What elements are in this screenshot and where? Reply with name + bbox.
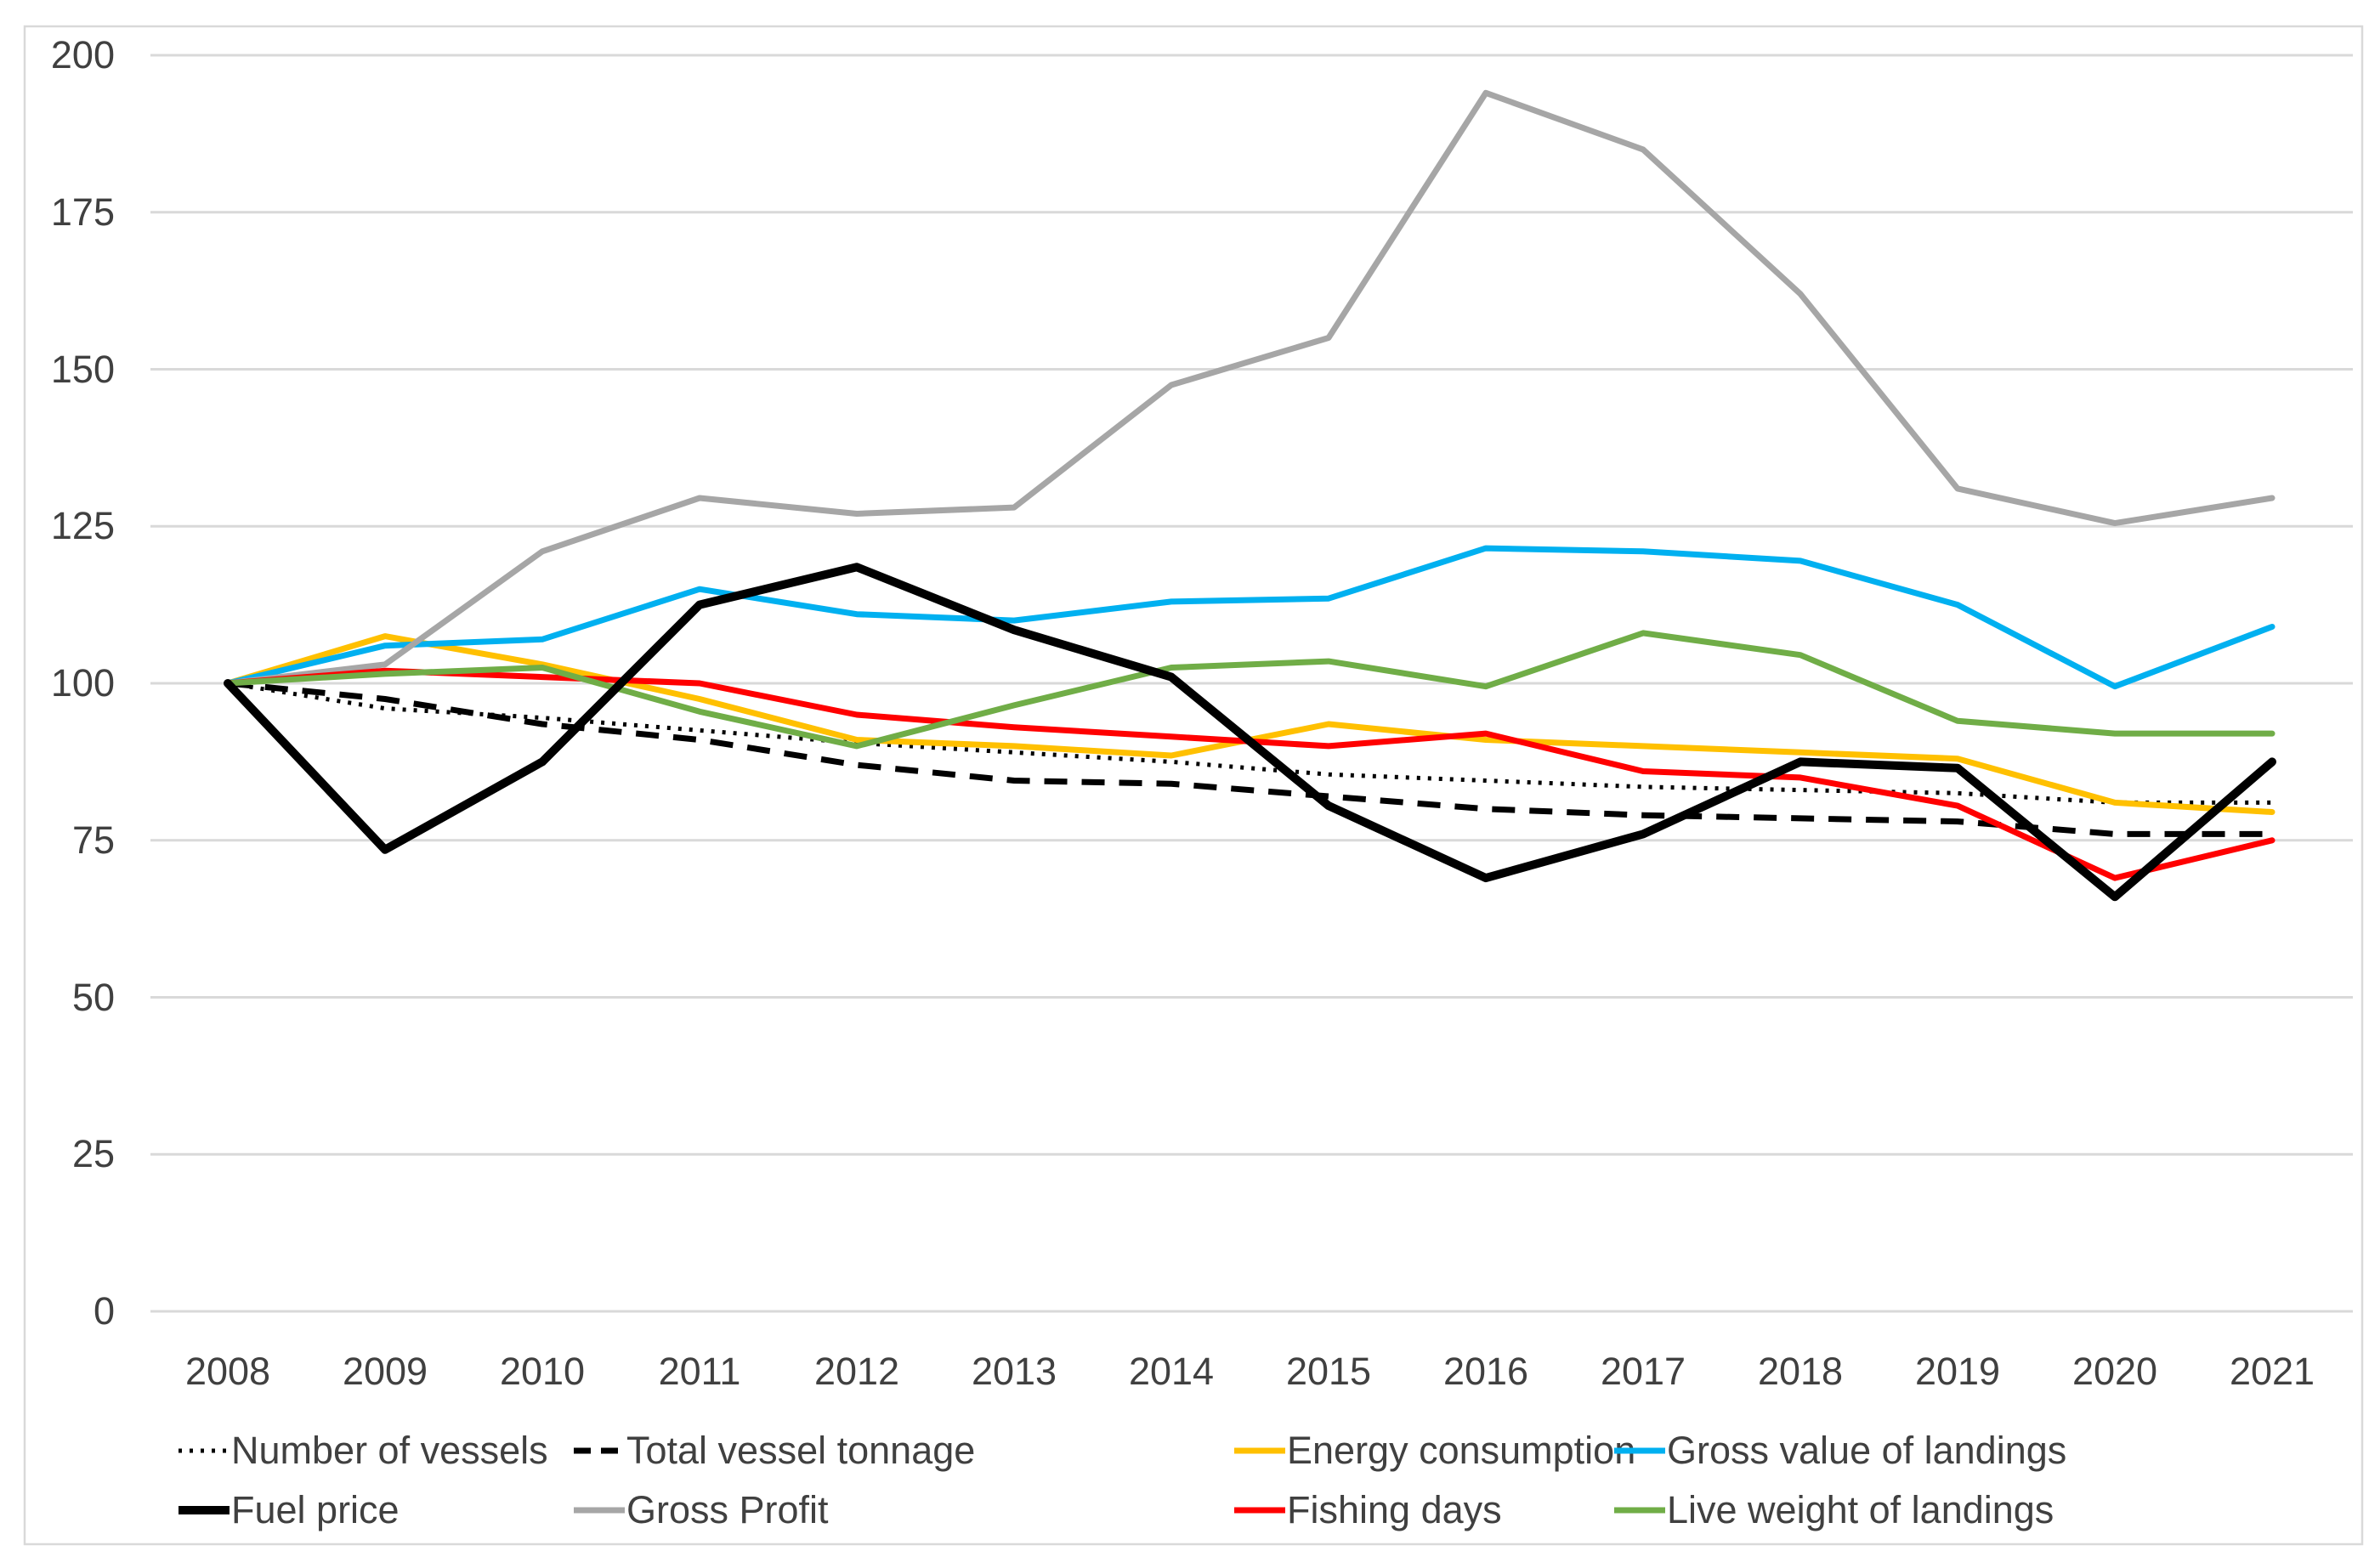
x-axis-tick-2011: 2011	[658, 1350, 741, 1393]
y-axis-tick-150: 150	[50, 347, 115, 391]
y-axis-tick-25: 25	[71, 1132, 115, 1176]
x-axis-tick-2017: 2017	[1600, 1350, 1686, 1393]
y-axis-tick-200: 200	[50, 33, 115, 76]
series-line-fuel-price	[224, 563, 2276, 902]
x-axis-tick-2015: 2015	[1285, 1350, 1372, 1393]
gross-value-of-landings-legend-marker-icon	[1614, 1447, 1665, 1454]
fishing-days-legend-marker-icon	[1234, 1507, 1285, 1514]
legend-item-fishing-days: Fishing days	[1233, 1487, 1502, 1533]
fuel-price-legend-marker-icon	[179, 1506, 230, 1514]
total-vessel-tonnage-legend-marker-icon	[574, 1447, 625, 1454]
energy-consumption-legend-marker-icon	[1234, 1447, 1285, 1454]
x-axis-tick-2014: 2014	[1128, 1350, 1215, 1393]
x-axis-tick-2009: 2009	[342, 1350, 428, 1393]
x-axis-tick-2012: 2012	[813, 1350, 900, 1393]
x-axis-tick-2010: 2010	[499, 1350, 586, 1393]
series-line-total-vessel-tonnage	[227, 680, 2272, 837]
legend-item-number-of-vessels: Number of vessels	[177, 1428, 548, 1474]
y-axis-tick-125: 125	[50, 504, 115, 548]
legend-label-live-weight-of-landings: Live weight of landings	[1667, 1488, 2054, 1531]
series-line-number-of-vessels	[227, 681, 2272, 805]
y-axis-tick-100: 100	[50, 661, 115, 705]
legend-label-fishing-days: Fishing days	[1287, 1488, 1502, 1531]
x-axis-tick-2016: 2016	[1442, 1350, 1529, 1393]
gross-profit-legend-marker-icon	[574, 1507, 625, 1514]
legend-label-gross-profit: Gross Profit	[626, 1488, 829, 1531]
legend-item-energy-consumption: Energy consumption	[1233, 1428, 1635, 1474]
legend-item-fuel-price: Fuel price	[177, 1487, 400, 1533]
series-line-gross-value-of-landings	[224, 545, 2275, 690]
x-axis-tick-2018: 2018	[1757, 1350, 1844, 1393]
x-axis-tick-2013: 2013	[971, 1350, 1057, 1393]
legend-item-total-vessel-tonnage: Total vessel tonnage	[572, 1428, 975, 1474]
legend-label-total-vessel-tonnage: Total vessel tonnage	[626, 1429, 976, 1472]
legend-label-gross-value-of-landings: Gross value of landings	[1667, 1429, 2067, 1472]
y-axis-tick-175: 175	[50, 190, 115, 234]
y-axis-tick-75: 75	[71, 818, 115, 862]
legend-item-gross-value-of-landings: Gross value of landings	[1612, 1428, 2066, 1474]
y-axis-tick-0: 0	[93, 1289, 115, 1333]
x-axis-tick-2021: 2021	[2229, 1350, 2315, 1393]
legend-label-fuel-price: Fuel price	[231, 1488, 400, 1531]
x-axis-tick-2020: 2020	[2071, 1350, 2158, 1393]
y-axis-tick-50: 50	[71, 975, 115, 1019]
live-weight-of-landings-legend-marker-icon	[1614, 1507, 1665, 1514]
series-line-gross-profit	[224, 89, 2275, 687]
x-axis-tick-2019: 2019	[1914, 1350, 2001, 1393]
legend-item-gross-profit: Gross Profit	[572, 1487, 829, 1533]
series-line-live-weight-of-landings	[224, 630, 2275, 750]
number-of-vessels-legend-marker-icon	[179, 1448, 230, 1453]
chart-border	[23, 25, 2364, 1546]
x-axis-tick-2008: 2008	[184, 1350, 271, 1393]
legend-item-live-weight-of-landings: Live weight of landings	[1612, 1487, 2054, 1533]
legend-label-energy-consumption: Energy consumption	[1287, 1429, 1636, 1472]
legend-label-number-of-vessels: Number of vessels	[231, 1429, 548, 1472]
